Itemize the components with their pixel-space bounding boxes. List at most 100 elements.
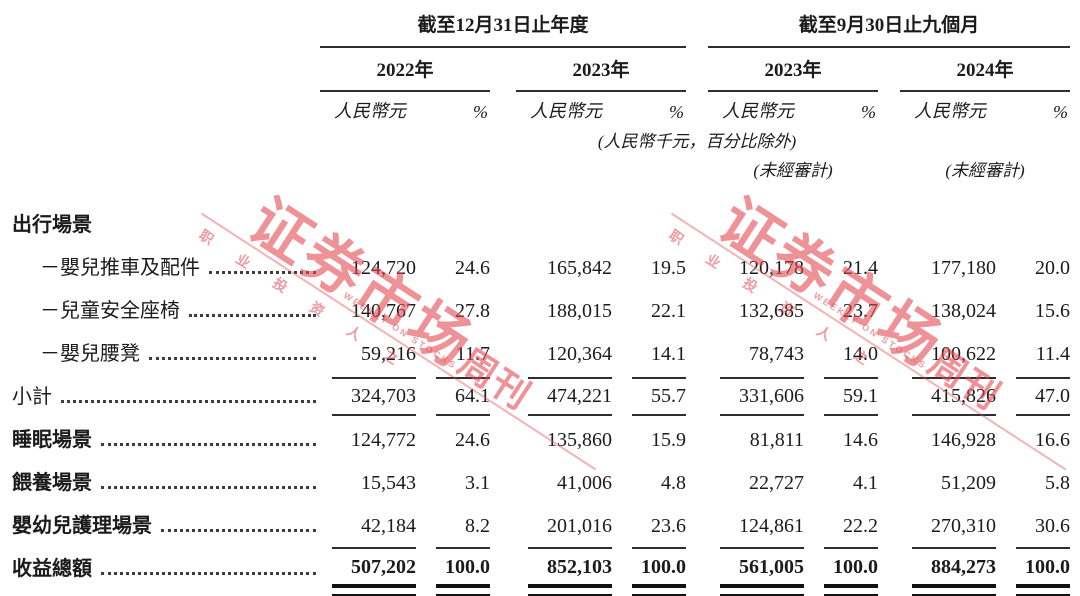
dot-leader	[209, 271, 316, 274]
amount-cell: 41,006	[557, 472, 612, 494]
percent-cell: 23.6	[651, 515, 686, 537]
dot-leader	[149, 357, 316, 360]
amount-cell: 59,216	[361, 343, 416, 365]
total-double-rule-row	[12, 588, 1071, 596]
percent-cell: 11.4	[1035, 343, 1071, 365]
amount-cell: 135,860	[547, 429, 612, 451]
table-row: 嬰幼兒護理場景 42,184 8.2 201,016 23.6 124,861 …	[12, 502, 1070, 545]
units-note: (人民幣千元，百分比除外)	[597, 132, 797, 151]
row-label: 出行場景	[12, 214, 92, 236]
dot-leader	[101, 572, 316, 575]
amount-cell: 415,826	[900, 373, 996, 416]
percent-cell: 30.6	[1035, 515, 1071, 537]
table-row: 睡眠場景 124,772 24.6 135,860 15.9 81,811 14…	[12, 416, 1070, 459]
percent-cell: 15.9	[651, 429, 686, 451]
percent-cell: 14.1	[651, 343, 686, 365]
amount-cell: 188,015	[547, 300, 612, 322]
percent-cell: 16.6	[1035, 429, 1071, 451]
year-header-2022: 2022年	[320, 47, 490, 92]
percent-unit-label: %	[1053, 102, 1069, 122]
percent-cell: 3.1	[465, 472, 490, 494]
units-note-row: (人民幣千元，百分比除外)	[12, 125, 1070, 152]
amount-cell: 165,842	[547, 257, 612, 279]
unaudited-note: (未經審計)	[945, 161, 1025, 180]
amount-cell: 177,180	[931, 257, 996, 279]
percent-cell: 22.1	[651, 300, 686, 322]
percent-cell: 20.0	[1035, 257, 1071, 279]
percent-cell: 22.2	[843, 515, 878, 537]
percent-cell: 24.6	[455, 257, 490, 279]
percent-cell: 100.0	[612, 545, 686, 588]
period-group-row: 截至12月31日止年度 截至9月30日止九個月	[12, 6, 1071, 48]
table-row: －嬰兒腰凳 59,216 11.7 120,364 14.1 78,743 14…	[12, 330, 1070, 373]
percent-cell: 14.0	[843, 343, 878, 365]
amount-cell: 81,811	[749, 429, 804, 451]
amount-cell: 120,364	[547, 343, 612, 365]
percent-cell: 59.1	[804, 373, 878, 416]
percent-cell: 5.8	[1045, 472, 1071, 494]
percent-cell: 4.8	[661, 472, 686, 494]
amount-cell: 42,184	[361, 515, 416, 537]
percent-cell: 100.0	[804, 545, 878, 588]
year-header-2023: 2023年	[516, 47, 686, 92]
percent-cell: 14.6	[843, 429, 878, 451]
amount-cell: 124,772	[351, 429, 416, 451]
row-label: －嬰兒腰凳	[40, 343, 140, 365]
percent-cell: 55.7	[612, 373, 686, 416]
percent-cell: 64.1	[416, 373, 490, 416]
amount-cell: 100,622	[931, 343, 996, 365]
dot-leader	[61, 400, 316, 403]
amount-cell: 15,543	[361, 472, 416, 494]
amount-cell: 270,310	[931, 515, 996, 537]
amount-cell: 331,606	[708, 373, 804, 416]
table-row-section: 出行場景	[12, 201, 1070, 244]
row-label: 嬰幼兒護理場景	[12, 515, 152, 537]
percent-cell: 11.7	[455, 343, 490, 365]
nine-month-period-header: 截至9月30日止九個月	[708, 6, 1071, 48]
amount-cell: 324,703	[320, 373, 416, 416]
revenue-breakdown-table: 截至12月31日止年度 截至9月30日止九個月 2022年 2023年 2023…	[12, 6, 1071, 596]
amount-cell: 474,221	[516, 373, 612, 416]
amount-cell: 138,024	[931, 300, 996, 322]
dot-leader	[101, 443, 316, 446]
unaudited-note: (未經審計)	[753, 161, 833, 180]
amount-cell: 561,005	[708, 545, 804, 588]
percent-cell: 27.8	[455, 300, 490, 322]
amount-cell: 132,685	[739, 300, 804, 322]
amount-cell: 507,202	[320, 545, 416, 588]
annual-period-header: 截至12月31日止年度	[320, 6, 686, 48]
percent-cell: 4.1	[853, 472, 878, 494]
amount-cell: 146,928	[931, 429, 996, 451]
row-label: 小計	[12, 386, 52, 408]
amount-cell: 124,720	[351, 257, 416, 279]
unit-row: 人民幣元 % 人民幣元 % 人民幣元 % 人民幣元 %	[12, 91, 1070, 125]
table-row: －兒童安全座椅 140,767 27.8 188,015 22.1 132,68…	[12, 287, 1070, 330]
table-row-total: 收益總額 507,202 100.0 852,103 100.0 561,005…	[12, 545, 1071, 588]
percent-cell: 19.5	[651, 257, 686, 279]
amount-cell: 140,767	[351, 300, 416, 322]
percent-cell: 21.4	[843, 257, 878, 279]
amount-cell: 120,178	[739, 257, 804, 279]
row-label: －兒童安全座椅	[40, 300, 180, 322]
percent-cell: 23.7	[843, 300, 878, 322]
unaudited-note-row: (未經審計) (未經審計)	[12, 152, 1070, 181]
document-page: 截至12月31日止年度 截至9月30日止九個月 2022年 2023年 2023…	[0, 6, 1080, 596]
percent-cell: 15.6	[1035, 300, 1071, 322]
amount-cell: 884,273	[900, 545, 996, 588]
table-row-subtotal: 小計 324,703 64.1 474,221 55.7 331,606 59.…	[12, 373, 1071, 416]
percent-cell: 100.0	[416, 545, 490, 588]
amount-unit-label: 人民幣元	[914, 101, 986, 121]
amount-cell: 201,016	[547, 515, 612, 537]
year-row: 2022年 2023年 2023年 2024年	[12, 47, 1071, 92]
amount-cell: 78,743	[749, 343, 804, 365]
percent-unit-label: %	[861, 102, 876, 122]
amount-unit-label: 人民幣元	[334, 101, 406, 121]
amount-cell: 124,861	[739, 515, 804, 537]
percent-unit-label: %	[669, 102, 684, 122]
percent-cell: 24.6	[455, 429, 490, 451]
row-label: －嬰兒推車及配件	[40, 257, 200, 279]
table-row: 餵養場景 15,543 3.1 41,006 4.8 22,727 4.1 51…	[12, 459, 1070, 502]
row-label: 餵養場景	[12, 472, 92, 494]
row-label: 睡眠場景	[12, 429, 92, 451]
amount-cell: 22,727	[749, 472, 804, 494]
